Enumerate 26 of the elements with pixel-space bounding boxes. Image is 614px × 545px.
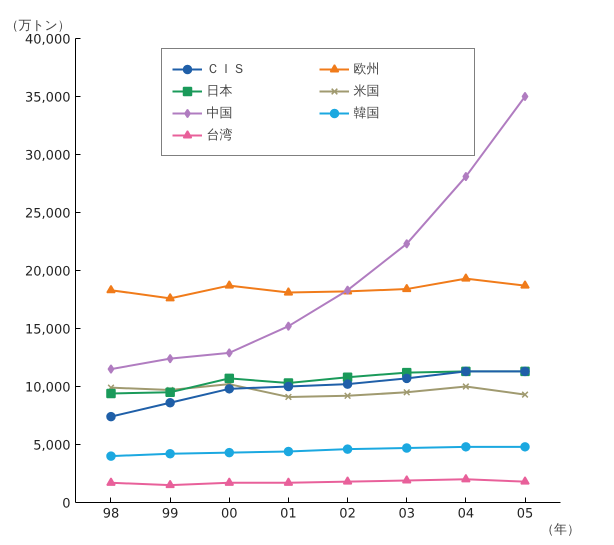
x-tick-label: 99: [162, 506, 178, 522]
x-tick-label: 98: [102, 506, 120, 522]
y-tick-label: 15,000: [25, 322, 71, 338]
x-tick-label: 02: [339, 506, 356, 522]
y-tick-label: 35,000: [25, 90, 71, 106]
x-tick-label: 03: [398, 506, 415, 522]
y-tick-label: 40,000: [25, 32, 71, 48]
x-axis-title: （年）: [541, 522, 580, 538]
y-tick-label: 0: [62, 496, 71, 512]
x-tick-label: 00: [221, 506, 238, 522]
y-tick-label: 5,000: [33, 438, 70, 454]
legend-label: ＣＩＳ: [206, 61, 246, 78]
legend-label: 米国: [354, 83, 380, 100]
y-tick-label: 25,000: [25, 206, 71, 222]
legend-label: 台湾: [206, 127, 234, 144]
x-tick-label: 05: [516, 506, 534, 522]
y-tick-label: 30,000: [25, 148, 71, 164]
legend-label: 中国: [206, 105, 234, 122]
legend-label: 欧州: [354, 61, 380, 78]
y-tick-label: 20,000: [25, 264, 71, 280]
y-axis-title: （万トン）: [6, 18, 70, 34]
legend-label: 韓国: [354, 105, 380, 122]
y-tick-label: 10,000: [25, 380, 71, 396]
x-tick-label: 04: [458, 506, 474, 522]
x-tick-label: 01: [280, 506, 297, 522]
legend-label: 日本: [206, 83, 234, 100]
